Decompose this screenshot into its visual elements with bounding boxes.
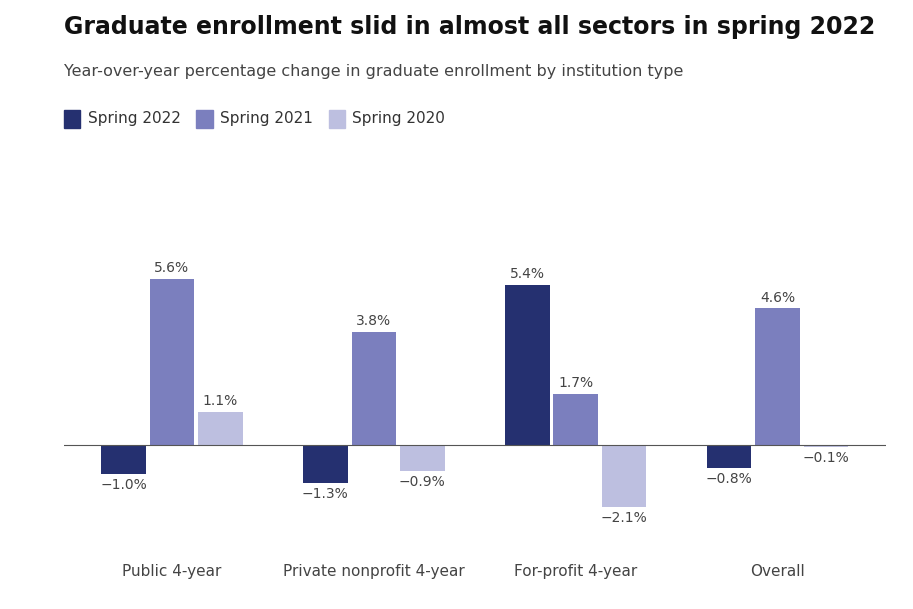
Bar [755, 308, 800, 445]
Text: −1.0%: −1.0% [100, 478, 147, 492]
Text: −0.9%: −0.9% [399, 475, 446, 489]
Text: −1.3%: −1.3% [302, 487, 349, 501]
Bar [707, 445, 751, 468]
Bar [803, 445, 848, 448]
Text: Spring 2020: Spring 2020 [352, 111, 446, 126]
Text: 5.4%: 5.4% [509, 267, 545, 281]
Bar [400, 445, 445, 471]
Bar [352, 332, 396, 445]
Bar [602, 445, 646, 507]
Text: −0.1%: −0.1% [803, 451, 849, 465]
Bar [303, 445, 348, 483]
Text: Graduate enrollment slid in almost all sectors in spring 2022: Graduate enrollment slid in almost all s… [64, 15, 876, 39]
Text: 1.1%: 1.1% [203, 394, 238, 408]
Bar [198, 412, 243, 445]
Text: 3.8%: 3.8% [356, 314, 392, 328]
Text: 5.6%: 5.6% [154, 261, 190, 275]
Text: 1.7%: 1.7% [558, 376, 593, 390]
Text: 4.6%: 4.6% [760, 290, 795, 304]
Text: Spring 2021: Spring 2021 [220, 111, 313, 126]
Text: −0.8%: −0.8% [706, 472, 752, 486]
Text: Spring 2022: Spring 2022 [88, 111, 181, 126]
Bar [150, 279, 194, 445]
Text: −2.1%: −2.1% [601, 510, 647, 524]
Bar [101, 445, 146, 474]
Text: Year-over-year percentage change in graduate enrollment by institution type: Year-over-year percentage change in grad… [64, 64, 683, 79]
Bar [505, 284, 550, 445]
Bar [553, 394, 598, 445]
